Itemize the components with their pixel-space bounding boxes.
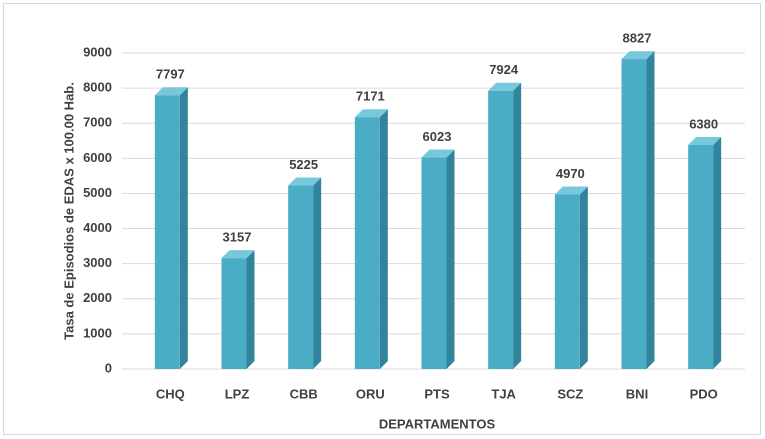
bar-top [221, 250, 255, 259]
data-label: 6380 [689, 116, 718, 131]
x-tick-label: LPZ [225, 386, 250, 401]
bar-top [621, 51, 655, 60]
bar [421, 157, 447, 369]
bar-side [179, 87, 188, 369]
bar-side [513, 82, 522, 370]
bar [554, 194, 580, 369]
y-tick-label: 4000 [83, 220, 112, 235]
bar-top [421, 149, 455, 158]
x-tick-label: SCZ [557, 386, 583, 401]
bar-side [379, 109, 388, 369]
data-label: 3157 [223, 230, 252, 245]
bar [688, 144, 714, 369]
y-tick-label: 9000 [83, 44, 112, 59]
x-tick-label: CHQ [156, 386, 185, 401]
y-tick-label: 7000 [83, 115, 112, 130]
bar-top [288, 177, 322, 186]
bar-side [646, 51, 655, 370]
bar [154, 95, 180, 369]
y-tick-label: 8000 [83, 80, 112, 95]
bar-side [579, 186, 588, 369]
y-tick-label: 0 [105, 360, 112, 375]
bar [354, 117, 380, 369]
y-tick-label: 5000 [83, 185, 112, 200]
data-label: 7171 [356, 89, 385, 104]
bar-top [688, 136, 722, 145]
x-tick-label: BNI [626, 386, 648, 401]
bar [221, 258, 247, 369]
bar-top [354, 109, 388, 118]
data-label: 8827 [623, 31, 652, 46]
bar [488, 90, 514, 370]
bar [288, 185, 314, 369]
bar-side [446, 149, 455, 369]
y-tick-label: 3000 [83, 255, 112, 270]
bar-side [313, 177, 322, 369]
x-tick-label: CBB [290, 386, 318, 401]
x-tick-label: PDO [690, 386, 718, 401]
bar-side [246, 250, 255, 369]
x-tick-label: PTS [424, 386, 450, 401]
y-tick-label: 2000 [83, 290, 112, 305]
bar-top [554, 186, 588, 195]
y-tick-label: 1000 [83, 325, 112, 340]
data-label: 7797 [156, 67, 185, 82]
y-axis-title: Tasa de Episodios de EDAS x 100.00 Hab. [61, 82, 76, 340]
y-tick-label: 6000 [83, 150, 112, 165]
x-axis-title: DEPARTAMENTOS [379, 416, 496, 431]
data-label: 6023 [423, 129, 452, 144]
x-tick-label: TJA [491, 386, 516, 401]
data-label: 7924 [489, 62, 519, 77]
bar-side [713, 136, 722, 369]
bar-top [488, 82, 522, 91]
bar-top [154, 87, 188, 96]
data-label: 4970 [556, 166, 585, 181]
data-label: 5225 [289, 157, 318, 172]
bar [621, 59, 647, 370]
x-tick-label: ORU [356, 386, 385, 401]
